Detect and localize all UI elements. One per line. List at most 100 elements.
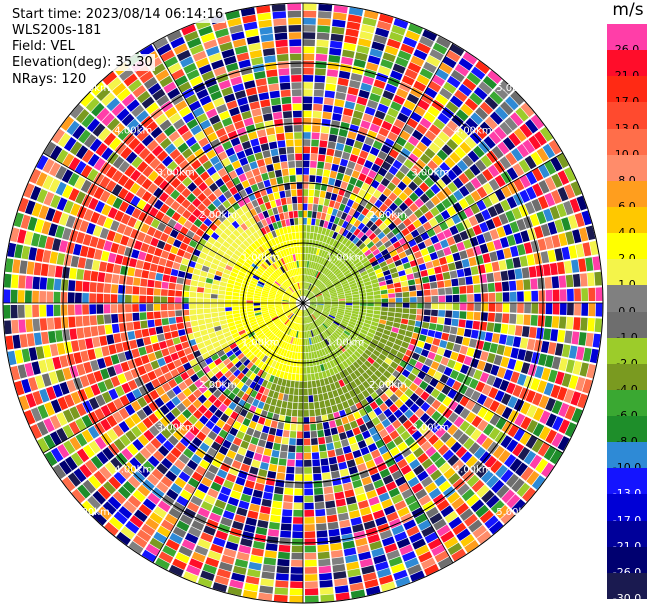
velocity-bin: [262, 48, 276, 57]
velocity-bin: [387, 312, 395, 317]
velocity-bin: [325, 435, 333, 444]
velocity-bin: [303, 381, 308, 389]
velocity-bin: [269, 141, 278, 150]
velocity-bin: [503, 346, 512, 357]
range-ring-label: 5.00km: [72, 507, 110, 518]
velocity-bin: [212, 317, 220, 323]
velocity-bin: [303, 260, 305, 268]
velocity-bin: [71, 340, 80, 352]
velocity-bin: [380, 289, 388, 295]
velocity-bin: [62, 266, 70, 279]
velocity-bin: [390, 70, 403, 81]
velocity-bin: [247, 568, 261, 578]
velocity-bin: [343, 144, 353, 154]
velocity-bin: [154, 247, 163, 257]
velocity-bin: [303, 246, 306, 254]
velocity-bin: [449, 43, 465, 57]
velocity-bin: [261, 106, 272, 115]
velocity-bin: [468, 338, 478, 348]
velocity-bin: [332, 564, 346, 573]
velocity-bin: [349, 80, 361, 89]
velocity-bin: [317, 25, 331, 33]
velocity-bin: [306, 268, 309, 275]
velocity-bin: [190, 314, 198, 321]
velocity-bin: [171, 330, 179, 338]
velocity-bin: [436, 347, 446, 356]
velocity-bin: [361, 182, 370, 192]
velocity-bin: [380, 315, 388, 321]
velocity-bin: [430, 281, 438, 289]
velocity-bin: [489, 251, 498, 262]
velocity-bin: [580, 317, 588, 331]
velocity-bin: [75, 316, 83, 327]
velocity-bin: [315, 61, 327, 69]
velocity-bin: [332, 434, 340, 442]
velocity-bin: [285, 132, 294, 140]
velocity-bin: [318, 437, 326, 445]
velocity-bin: [307, 275, 311, 283]
velocity-bin: [161, 311, 168, 318]
velocity-bin: [60, 304, 68, 316]
velocity-bin: [424, 148, 436, 159]
velocity-bin: [307, 292, 313, 298]
velocity-bin: [314, 279, 320, 286]
velocity-bin: [273, 594, 288, 602]
velocity-bin: [317, 226, 323, 234]
velocity-bin: [528, 266, 537, 278]
velocity-bin: [189, 286, 198, 292]
velocity-bin: [152, 342, 161, 352]
velocity-bin: [392, 277, 401, 284]
velocity-bin: [303, 110, 312, 118]
velocity-bin: [165, 339, 174, 347]
velocity-bin: [287, 3, 301, 11]
velocity-bin: [164, 332, 172, 340]
velocity-bin: [374, 209, 384, 218]
velocity-bin: [270, 398, 278, 406]
velocity-bin: [405, 330, 413, 338]
velocity-bin: [304, 566, 318, 574]
velocity-bin: [585, 332, 594, 347]
velocity-bin: [289, 431, 297, 438]
velocity-bin: [273, 18, 287, 26]
velocity-bin: [260, 578, 274, 587]
velocity-bin: [334, 491, 345, 500]
velocity-bin: [357, 222, 365, 231]
velocity-bin: [319, 274, 325, 281]
velocity-bin: [311, 277, 316, 284]
velocity-bin: [249, 49, 263, 59]
velocity-bin: [446, 341, 455, 351]
velocity-bin: [294, 474, 303, 481]
velocity-bin: [179, 264, 188, 272]
velocity-bin: [388, 298, 396, 303]
velocity-bin: [255, 78, 267, 87]
velocity-bin: [406, 273, 414, 280]
velocity-bin: [342, 174, 351, 183]
velocity-bin: [540, 251, 550, 264]
velocity-bin: [111, 284, 119, 294]
velocity-bin: [293, 517, 303, 524]
velocity-bin: [307, 283, 311, 290]
velocity-bin: [324, 493, 335, 502]
velocity-bin: [568, 345, 578, 359]
velocity-bin: [510, 347, 519, 359]
velocity-bin: [18, 275, 26, 289]
velocity-bin: [126, 322, 134, 331]
range-ring-label: 4.00km: [454, 465, 492, 476]
velocity-bin: [317, 154, 326, 162]
velocity-bin: [410, 111, 422, 123]
velocity-bin: [303, 345, 306, 353]
velocity-bin: [70, 255, 80, 268]
velocity-bin: [282, 204, 288, 213]
velocity-bin: [351, 201, 360, 210]
velocity-bin: [279, 82, 291, 90]
velocity-bin: [278, 544, 291, 553]
velocity-bin: [303, 225, 307, 232]
velocity-bin: [312, 204, 318, 212]
velocity-bin: [373, 79, 386, 89]
velocity-bin: [373, 310, 381, 315]
velocity-bin: [288, 445, 296, 453]
velocity-bin: [385, 155, 395, 165]
velocity-bin: [204, 313, 212, 319]
velocity-bin: [256, 129, 267, 138]
velocity-bin: [68, 280, 76, 291]
